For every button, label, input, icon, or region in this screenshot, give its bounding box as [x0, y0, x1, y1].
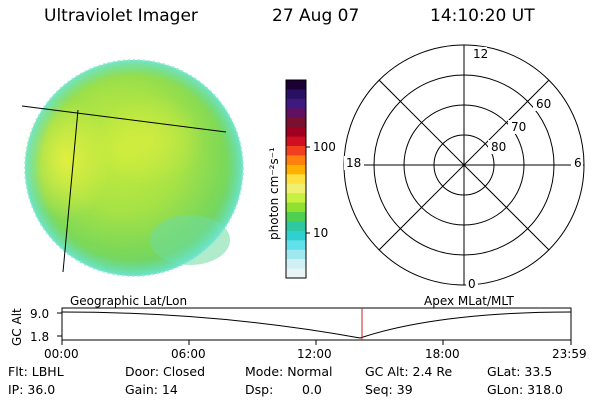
color-scale-segment [286, 249, 306, 260]
dsp-value: 0.0 [302, 382, 322, 397]
color-scale-segment [286, 80, 306, 91]
color-scale-segment [286, 174, 306, 185]
gc-alt-status: GC Alt: 2.4 Re [365, 364, 453, 379]
color-scale-segment [286, 240, 306, 251]
time-tick-1: 06:00 [171, 347, 206, 361]
color-scale-segment [286, 164, 306, 175]
door-status: Door: Closed [125, 364, 206, 379]
time-label: 14:10:20 UT [430, 6, 535, 26]
glon-status: GLon: 318.0 [487, 382, 563, 397]
time-tick-3: 18:00 [425, 347, 460, 361]
polar-plot [343, 44, 585, 286]
latlon-line-vertical [62, 109, 79, 273]
color-scale-frame [285, 79, 307, 279]
color-scale-segment [286, 230, 306, 241]
time-tick-0: 00:00 [44, 347, 79, 361]
mlt-label-18: 18 [346, 156, 362, 170]
timeline-axis-label: GC Alt [10, 308, 24, 346]
seq-status: Seq: 39 [365, 382, 413, 397]
dsp-label: Dsp: [245, 382, 274, 397]
time-tick-2: 12:00 [297, 347, 332, 361]
color-scale-segment [286, 108, 306, 119]
filter-status: Flt: LBHL [8, 364, 64, 379]
gain-status: Gain: 14 [125, 382, 178, 397]
color-scale-segment [286, 146, 306, 157]
color-scale-segment [286, 221, 306, 232]
mlt-label-6: 6 [574, 156, 582, 170]
timeline-y-label-bottom: 1.8 [30, 330, 50, 344]
ip-status: IP: 36.0 [8, 382, 56, 397]
glat-status: GLat: 33.5 [487, 364, 553, 379]
color-scale-segment [286, 212, 306, 223]
apex-title: Apex MLat/MLT [424, 294, 514, 308]
color-scale-segment [286, 268, 306, 279]
color-scale-segment [286, 98, 306, 109]
colorbar-tick-label-10: 10 [313, 226, 329, 240]
color-scale-segment [286, 136, 306, 147]
date-label: 27 Aug 07 [272, 6, 360, 26]
timeline-y-label-top: 9.0 [30, 307, 50, 321]
latlon-line-horizontal [21, 105, 227, 133]
lat-label-80: 80 [491, 140, 507, 154]
color-scale-segment [286, 89, 306, 100]
mlt-label-0: 0 [468, 277, 476, 291]
color-scale-segment [286, 155, 306, 166]
polar-diagonal-2 [378, 79, 550, 251]
color-scale-segment [286, 183, 306, 194]
colorbar-tick-label-100: 100 [313, 140, 336, 154]
geographic-title: Geographic Lat/Lon [70, 294, 188, 308]
lat-label-60: 60 [536, 97, 552, 111]
altitude-timeline [57, 307, 572, 345]
mlt-label-12: 12 [473, 47, 489, 61]
lat-label-70: 70 [511, 120, 527, 134]
color-scale-segment [286, 117, 306, 128]
colorbar-unit-label: photon cm⁻²s⁻¹ [267, 147, 281, 240]
time-tick-4: 23:59 [552, 347, 587, 361]
color-scale-segment [286, 202, 306, 213]
uv-image [21, 59, 244, 277]
mode-status: Mode: Normal [245, 364, 333, 379]
instrument-title: Ultraviolet Imager [44, 6, 198, 26]
color-scale-segment [286, 259, 306, 270]
color-scale-segment [286, 127, 306, 138]
color-scale-bar [286, 80, 306, 279]
color-scale-segment [286, 193, 306, 204]
